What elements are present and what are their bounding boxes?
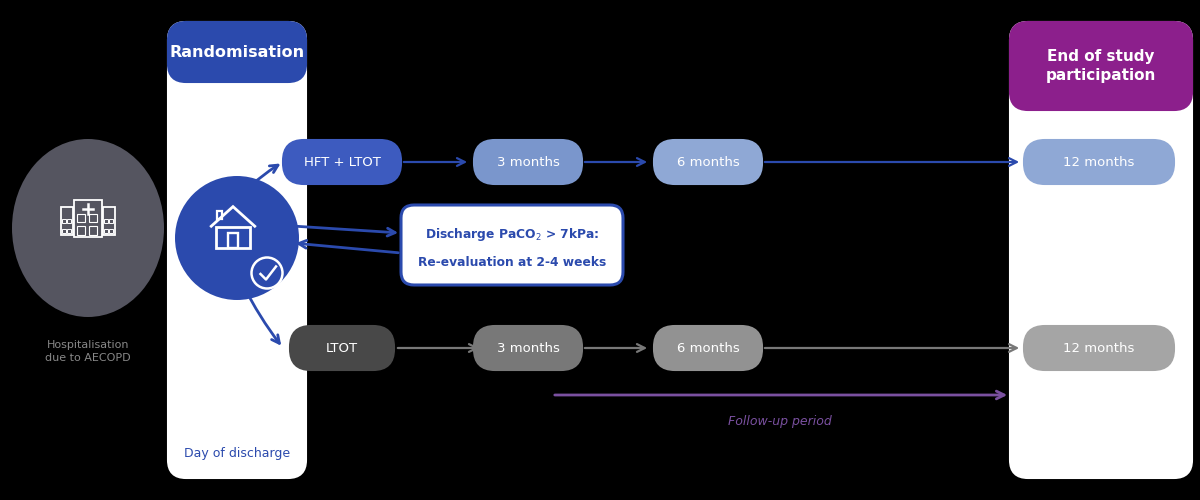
FancyBboxPatch shape <box>168 22 306 82</box>
FancyBboxPatch shape <box>1024 326 1174 370</box>
FancyBboxPatch shape <box>401 205 623 285</box>
FancyBboxPatch shape <box>168 22 306 478</box>
Text: HFT + LTOT: HFT + LTOT <box>304 156 380 168</box>
Text: 12 months: 12 months <box>1063 342 1135 354</box>
Text: 12 months: 12 months <box>1063 156 1135 168</box>
FancyBboxPatch shape <box>1010 22 1192 478</box>
FancyBboxPatch shape <box>1024 140 1174 184</box>
FancyBboxPatch shape <box>474 140 582 184</box>
Text: Follow-up period: Follow-up period <box>728 415 832 428</box>
Text: Hospitalisation
due to AECOPD: Hospitalisation due to AECOPD <box>46 340 131 363</box>
FancyBboxPatch shape <box>290 326 394 370</box>
Text: Re-evaluation at 2-4 weeks: Re-evaluation at 2-4 weeks <box>418 256 606 268</box>
Text: End of study
participation: End of study participation <box>1046 49 1156 83</box>
Text: Day of discharge: Day of discharge <box>184 446 290 460</box>
FancyBboxPatch shape <box>1010 22 1192 110</box>
Text: 3 months: 3 months <box>497 156 559 168</box>
Text: 6 months: 6 months <box>677 156 739 168</box>
Text: 3 months: 3 months <box>497 342 559 354</box>
Text: LTOT: LTOT <box>326 342 358 354</box>
FancyBboxPatch shape <box>654 140 762 184</box>
Circle shape <box>252 258 282 288</box>
FancyBboxPatch shape <box>283 140 401 184</box>
Text: Discharge PaCO$_2$ > 7kPa:: Discharge PaCO$_2$ > 7kPa: <box>425 226 599 242</box>
Text: 6 months: 6 months <box>677 342 739 354</box>
Circle shape <box>175 176 299 300</box>
Ellipse shape <box>12 139 164 317</box>
FancyBboxPatch shape <box>474 326 582 370</box>
Text: Randomisation: Randomisation <box>169 44 305 60</box>
FancyBboxPatch shape <box>654 326 762 370</box>
